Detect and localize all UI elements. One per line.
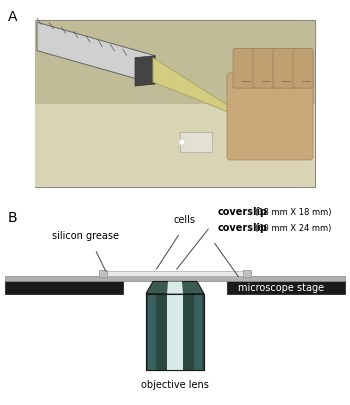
FancyBboxPatch shape	[105, 271, 245, 276]
FancyBboxPatch shape	[35, 104, 315, 187]
Text: (18 mm X 18 mm): (18 mm X 18 mm)	[255, 208, 331, 217]
Text: coverslip: coverslip	[218, 223, 268, 233]
Text: coverslip: coverslip	[218, 207, 268, 217]
FancyBboxPatch shape	[146, 294, 204, 369]
Polygon shape	[153, 58, 255, 122]
Circle shape	[179, 139, 185, 145]
FancyBboxPatch shape	[233, 49, 255, 88]
FancyBboxPatch shape	[5, 281, 123, 294]
Text: microscope stage: microscope stage	[238, 283, 324, 292]
FancyBboxPatch shape	[180, 132, 212, 152]
FancyBboxPatch shape	[35, 21, 315, 104]
Text: cells: cells	[174, 215, 196, 225]
FancyBboxPatch shape	[243, 271, 251, 277]
FancyBboxPatch shape	[227, 73, 313, 160]
FancyBboxPatch shape	[293, 49, 313, 88]
FancyBboxPatch shape	[194, 294, 202, 369]
FancyBboxPatch shape	[0, 202, 350, 405]
FancyBboxPatch shape	[167, 294, 183, 369]
FancyBboxPatch shape	[227, 281, 345, 294]
Text: B: B	[8, 211, 18, 225]
FancyBboxPatch shape	[99, 271, 107, 277]
FancyBboxPatch shape	[148, 294, 156, 369]
Polygon shape	[167, 281, 183, 294]
Text: A: A	[8, 10, 18, 24]
Polygon shape	[135, 56, 155, 86]
Polygon shape	[146, 281, 204, 294]
Polygon shape	[37, 22, 155, 84]
FancyBboxPatch shape	[253, 49, 277, 88]
Text: objective lens: objective lens	[141, 380, 209, 390]
FancyBboxPatch shape	[273, 49, 297, 88]
Text: silicon grease: silicon grease	[51, 231, 119, 241]
FancyBboxPatch shape	[35, 20, 315, 187]
Text: (60 mm X 24 mm): (60 mm X 24 mm)	[255, 224, 331, 233]
FancyBboxPatch shape	[5, 276, 345, 281]
FancyBboxPatch shape	[0, 0, 350, 202]
